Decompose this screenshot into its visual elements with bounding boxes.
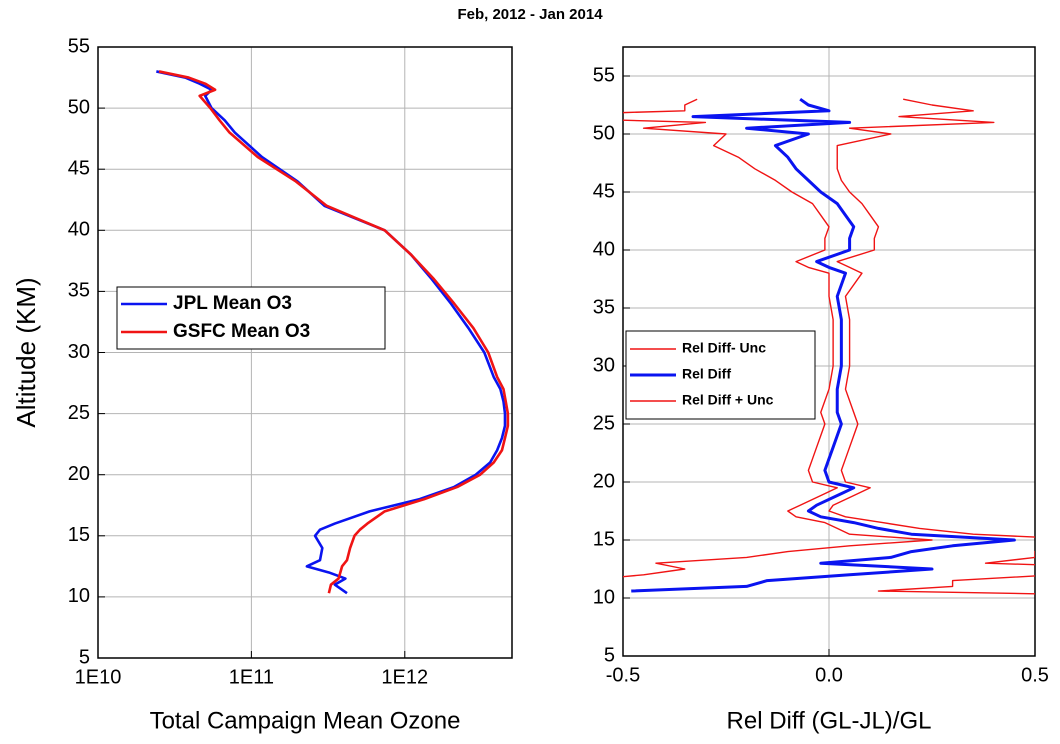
y-tick-label: 45 bbox=[593, 180, 615, 202]
y-tick-label: 40 bbox=[68, 219, 90, 241]
y-tick-label: 20 bbox=[593, 470, 615, 492]
y-tick-label: 35 bbox=[68, 280, 90, 302]
legend-box bbox=[116, 286, 386, 350]
x-tick-label: 1E10 bbox=[75, 666, 122, 688]
y-tick-label: 40 bbox=[593, 238, 615, 260]
x-tick-label: 1E12 bbox=[381, 666, 428, 688]
x-tick-label: 0.5 bbox=[1021, 664, 1049, 686]
y-tick-label: 5 bbox=[79, 646, 90, 668]
legend-label: Rel Diff- Unc bbox=[682, 340, 766, 356]
y-tick-label: 55 bbox=[68, 35, 90, 57]
legend-label: Rel Diff + Unc bbox=[682, 392, 774, 408]
y-tick-label: 50 bbox=[593, 122, 615, 144]
plot-frame bbox=[97, 46, 513, 659]
x-tick-label: -0.5 bbox=[606, 664, 640, 686]
y-tick-label: 55 bbox=[593, 64, 615, 86]
data-line bbox=[156, 70, 507, 595]
y-tick-label: 10 bbox=[593, 586, 615, 608]
legend-label: JPL Mean O3 bbox=[173, 293, 292, 314]
legend-label: Rel Diff bbox=[682, 366, 731, 382]
data-line bbox=[158, 70, 510, 594]
y-tick-label: 25 bbox=[593, 412, 615, 434]
x-axis-title: Total Campaign Mean Ozone bbox=[150, 707, 461, 734]
y-tick-label: 15 bbox=[68, 524, 90, 546]
data-line bbox=[631, 97, 1016, 593]
data-line bbox=[828, 98, 1035, 595]
y-tick-label: 35 bbox=[593, 296, 615, 318]
chart-title: Feb, 2012 - Jan 2014 bbox=[457, 6, 603, 23]
y-axis-title: Altitude (KM) bbox=[11, 277, 41, 427]
y-tick-label: 50 bbox=[68, 96, 90, 118]
legend-label: GSFC Mean O3 bbox=[173, 321, 310, 342]
y-tick-label: 30 bbox=[593, 354, 615, 376]
x-tick-label: 1E11 bbox=[229, 666, 274, 688]
y-tick-label: 15 bbox=[593, 528, 615, 550]
y-tick-label: 30 bbox=[68, 341, 90, 363]
x-axis-title: Rel Diff (GL-JL)/GL bbox=[727, 707, 932, 734]
y-tick-label: 25 bbox=[68, 402, 90, 424]
y-tick-label: 45 bbox=[68, 157, 90, 179]
x-tick-label: 0.0 bbox=[815, 664, 843, 686]
y-tick-label: 10 bbox=[68, 585, 90, 607]
plot-frame bbox=[622, 46, 1036, 657]
y-tick-label: 5 bbox=[604, 644, 615, 666]
data-line bbox=[623, 98, 933, 578]
y-tick-label: 20 bbox=[68, 463, 90, 485]
